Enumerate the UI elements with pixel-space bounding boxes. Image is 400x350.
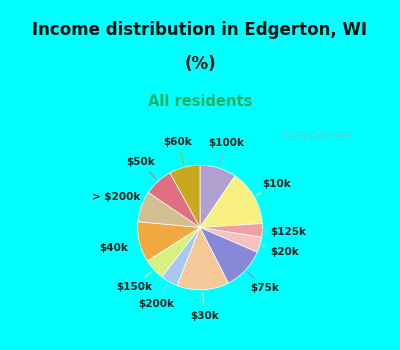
Text: ⓘ City-Data.com: ⓘ City-Data.com <box>284 131 351 140</box>
Text: $50k: $50k <box>126 157 156 179</box>
Text: $125k: $125k <box>262 227 306 237</box>
Text: $10k: $10k <box>256 178 291 195</box>
Text: (%): (%) <box>184 55 216 74</box>
Wedge shape <box>200 228 257 283</box>
Text: $75k: $75k <box>248 272 279 293</box>
Wedge shape <box>200 228 262 252</box>
Wedge shape <box>200 224 262 237</box>
Wedge shape <box>200 165 235 228</box>
Wedge shape <box>162 228 200 286</box>
Text: $60k: $60k <box>164 136 192 164</box>
Wedge shape <box>177 228 228 290</box>
Text: Income distribution in Edgerton, WI: Income distribution in Edgerton, WI <box>32 21 368 39</box>
Text: $20k: $20k <box>262 246 300 257</box>
Wedge shape <box>138 193 200 228</box>
Wedge shape <box>170 165 200 228</box>
Wedge shape <box>148 173 200 228</box>
Wedge shape <box>200 176 262 228</box>
Text: $100k: $100k <box>208 138 244 165</box>
Text: $30k: $30k <box>190 293 218 321</box>
Text: > $200k: > $200k <box>92 193 141 206</box>
Text: $40k: $40k <box>99 243 137 253</box>
Wedge shape <box>147 228 200 277</box>
Wedge shape <box>138 222 200 261</box>
Text: $150k: $150k <box>116 271 152 292</box>
Text: All residents: All residents <box>148 94 252 109</box>
Text: $200k: $200k <box>138 284 174 309</box>
